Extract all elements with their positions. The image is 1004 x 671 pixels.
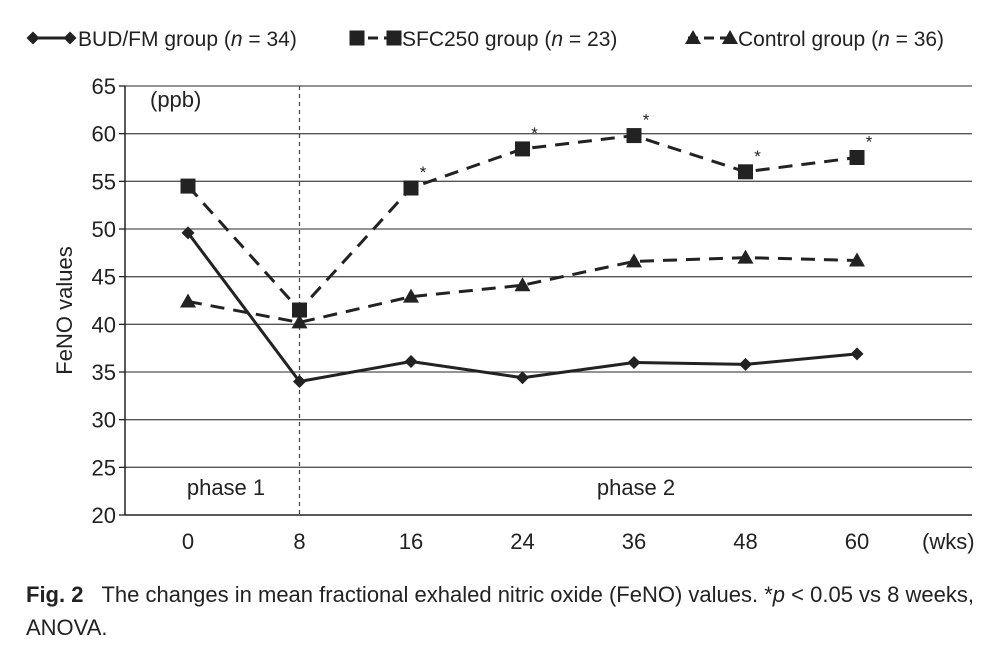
data-point bbox=[850, 347, 864, 361]
caption-text: The changes in mean fractional exhaled n… bbox=[101, 582, 773, 607]
data-point bbox=[180, 178, 196, 194]
data-point bbox=[180, 293, 196, 308]
data-point bbox=[626, 253, 642, 268]
caption-p-symbol: p bbox=[772, 582, 786, 607]
data-point bbox=[739, 357, 752, 371]
y-tick-label: 50 bbox=[92, 217, 116, 242]
data-point bbox=[516, 371, 529, 385]
legend-item: BUD/FM group (n = 34) bbox=[26, 28, 297, 51]
y-tick-label: 35 bbox=[92, 360, 116, 385]
series-layer: * * * * * bbox=[180, 111, 873, 389]
grid-lines bbox=[125, 85, 972, 468]
data-point bbox=[404, 355, 418, 369]
series-triangle bbox=[180, 249, 865, 329]
significance-mark: * bbox=[643, 111, 650, 130]
y-tick-label: 20 bbox=[92, 503, 116, 528]
y-tick-label: 55 bbox=[92, 169, 116, 194]
data-point bbox=[737, 249, 754, 264]
y-tick-label: 65 bbox=[92, 74, 116, 99]
legend-label: Control group (n = 36) bbox=[738, 28, 944, 51]
data-point bbox=[738, 164, 753, 180]
x-tick-label: 16 bbox=[399, 529, 423, 554]
legend-marker bbox=[63, 31, 77, 45]
legend: BUD/FM group (n = 34) SFC250 group (n = 2… bbox=[26, 28, 944, 51]
y-tick-label: 45 bbox=[92, 265, 116, 290]
phase-1-label: phase 1 bbox=[187, 475, 265, 500]
significance-mark: * bbox=[420, 163, 427, 182]
significance-mark: * bbox=[754, 147, 761, 166]
data-point bbox=[514, 277, 531, 292]
data-point bbox=[293, 375, 306, 389]
data-point bbox=[403, 180, 419, 196]
legend-marker bbox=[722, 30, 738, 44]
legend-item: Control group (n = 36) bbox=[685, 28, 944, 51]
y-axis-title: FeNO values bbox=[52, 246, 77, 374]
legend-marker bbox=[685, 30, 701, 44]
data-point bbox=[291, 314, 308, 329]
legend-item: SFC250 group (n = 23) bbox=[349, 28, 617, 51]
phase-2-label: phase 2 bbox=[597, 475, 675, 500]
data-point bbox=[849, 150, 865, 165]
data-point bbox=[849, 252, 865, 267]
figure-caption: Fig. 2 The changes in mean fractional exh… bbox=[26, 578, 986, 644]
series-line bbox=[186, 231, 858, 384]
x-tick-label: 0 bbox=[182, 529, 194, 554]
y-axis-unit: (ppb) bbox=[150, 87, 201, 112]
x-tick-label: 8 bbox=[293, 529, 305, 554]
y-tick-label: 30 bbox=[92, 408, 116, 433]
data-point bbox=[292, 302, 307, 318]
data-point bbox=[515, 141, 530, 157]
data-point bbox=[627, 355, 641, 369]
y-tick-label: 60 bbox=[92, 122, 116, 147]
data-point bbox=[626, 128, 642, 144]
significance-mark: * bbox=[531, 124, 538, 143]
legend-marker bbox=[26, 31, 40, 45]
data-point bbox=[181, 226, 195, 240]
x-tick-label: 60 bbox=[845, 529, 869, 554]
y-tick-label: 40 bbox=[92, 312, 116, 337]
series-square: * * * * * bbox=[180, 111, 873, 318]
legend-label: SFC250 group (n = 23) bbox=[402, 28, 617, 51]
series-diamond bbox=[181, 226, 864, 389]
caption-text-end: < 0.05 vs 8 weeks, ANOVA. bbox=[26, 582, 974, 640]
data-point bbox=[403, 288, 419, 303]
x-tick-label: 48 bbox=[733, 529, 757, 554]
x-tick-label: 24 bbox=[510, 529, 534, 554]
significance-mark: * bbox=[866, 133, 873, 152]
x-tick-label: 36 bbox=[622, 529, 646, 554]
y-tick-label: 25 bbox=[92, 455, 116, 480]
legend-marker bbox=[386, 30, 402, 46]
legend-marker bbox=[349, 30, 365, 46]
figure-label: Fig. 2 bbox=[26, 582, 84, 607]
x-axis-unit: (wks) bbox=[922, 529, 975, 554]
axes: 20 25 30 35 40 45 50 55 60 65 0 8 16 24 36 48 60 (wks) FeN… bbox=[52, 74, 975, 554]
legend-label: BUD/FM group (n = 34) bbox=[78, 28, 297, 51]
